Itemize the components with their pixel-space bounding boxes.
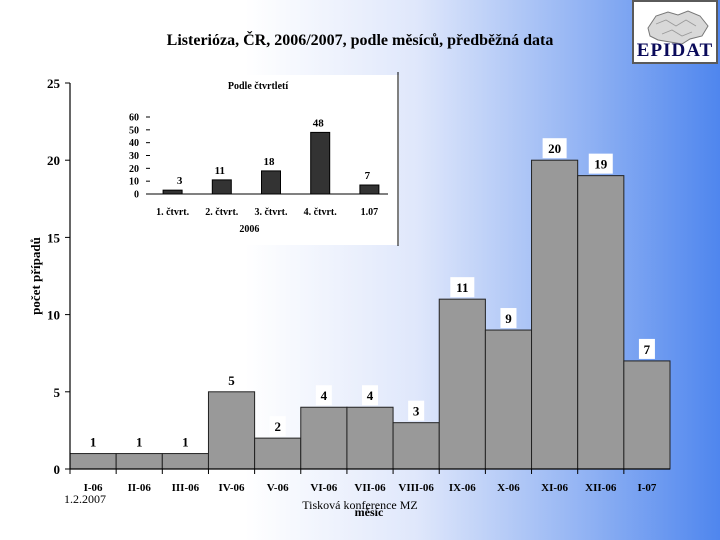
inset-data-label: 7 xyxy=(365,170,371,182)
y-tick-label: 0 xyxy=(54,462,61,477)
epidat-logo: EPIDAT xyxy=(632,0,718,64)
inset-y-tick-label: 60 xyxy=(129,113,139,124)
data-label-bg xyxy=(450,277,475,298)
bar-I-07 xyxy=(623,360,671,470)
inset-y-tick-label: 40 xyxy=(129,138,139,149)
data-label-bg xyxy=(131,431,148,452)
data-label: 1 xyxy=(136,435,143,450)
logo-text: EPIDAT xyxy=(636,40,714,61)
x-axis-title: měsíc xyxy=(355,505,384,519)
bar-IX-06 xyxy=(438,298,486,470)
data-label-bg xyxy=(408,400,425,421)
inset-bar-3 xyxy=(261,170,281,195)
data-label: 1 xyxy=(182,435,189,450)
data-label-bg xyxy=(223,369,240,390)
data-label-bg xyxy=(542,138,567,159)
x-tick-label: XI-06 xyxy=(541,482,568,494)
bar-III-06 xyxy=(161,453,209,470)
inset-data-label: 18 xyxy=(264,156,276,168)
inset-bar-2 xyxy=(211,179,232,195)
inset-data-label: 11 xyxy=(215,165,225,177)
bar-I-06 xyxy=(69,453,117,470)
x-tick-label: V-06 xyxy=(267,482,289,494)
data-label-bg xyxy=(85,431,102,452)
y-tick-label: 25 xyxy=(47,76,61,91)
y-tick-label: 5 xyxy=(54,385,61,400)
y-tick-label: 20 xyxy=(47,153,60,168)
inset-data-label: 3 xyxy=(177,175,183,187)
inset-y-tick-label: 20 xyxy=(129,164,139,175)
data-label-bg xyxy=(269,416,286,437)
inset-bar-5 xyxy=(359,184,380,195)
inset-y-tick-label: 50 xyxy=(129,125,139,136)
data-label: 20 xyxy=(548,141,561,156)
y-tick-label: 10 xyxy=(47,308,60,323)
data-label: 3 xyxy=(413,404,420,419)
footer-date: 1.2.2007 xyxy=(64,492,106,506)
x-tick-label: VI-06 xyxy=(310,482,337,494)
data-label: 11 xyxy=(456,280,468,295)
x-tick-label: X-06 xyxy=(497,482,520,494)
inset-x-tick-label: 1. čtvrt. xyxy=(156,207,190,218)
bar-VII-06 xyxy=(346,406,394,470)
inset-x-tick-label: 2. čtvrt. xyxy=(205,207,239,218)
data-label-bg xyxy=(500,308,517,329)
data-label: 19 xyxy=(594,157,608,172)
chart-title: Listerióza, ČR, 2006/2007, podle měsíců,… xyxy=(167,30,554,49)
data-label-bg xyxy=(177,431,194,452)
inset-title: Podle čtvrtletí xyxy=(228,81,288,92)
x-tick-label: IV-06 xyxy=(218,482,245,494)
x-tick-label: IX-06 xyxy=(449,482,476,494)
data-label: 2 xyxy=(274,419,281,434)
data-label: 7 xyxy=(644,342,651,357)
data-label-bg xyxy=(315,385,332,406)
data-label-bg xyxy=(362,385,378,406)
inset-group-label: 2006 xyxy=(239,224,259,235)
inset-background xyxy=(143,75,399,245)
data-label: 5 xyxy=(228,373,235,388)
data-label-bg xyxy=(638,338,655,359)
data-label: 1 xyxy=(90,435,97,450)
data-label: 4 xyxy=(367,388,374,403)
bar-XI-06 xyxy=(531,159,579,470)
x-tick-label: I-06 xyxy=(84,482,103,494)
x-tick-label: II-06 xyxy=(128,482,152,494)
data-label: 9 xyxy=(505,311,512,326)
inset-x-tick-label: 1.07 xyxy=(361,207,379,218)
bar-X-06 xyxy=(484,329,533,470)
inset-y-tick-label: 30 xyxy=(129,151,139,162)
inset-x-tick-label: 3. čtvrt. xyxy=(254,207,288,218)
x-tick-label: I-07 xyxy=(637,482,656,494)
x-tick-label: XII-06 xyxy=(585,482,617,494)
czech-map-icon xyxy=(647,10,709,45)
x-tick-label: III-06 xyxy=(172,482,200,494)
data-label-bg xyxy=(588,153,613,174)
inset-x-tick-label: 4. čtvrt. xyxy=(304,207,338,218)
y-axis-title: počet případů xyxy=(28,237,43,315)
x-tick-label: VII-06 xyxy=(354,482,386,494)
footer-conference: Tisková konference MZ xyxy=(302,498,418,512)
bar-VI-06 xyxy=(300,406,348,470)
inset-bar-4 xyxy=(310,131,331,195)
bar-V-06 xyxy=(254,437,302,470)
inset-y-tick-label: 0 xyxy=(134,190,139,201)
bar-IV-06 xyxy=(207,391,256,470)
data-label: 4 xyxy=(321,388,328,403)
inset-bar-1 xyxy=(162,189,183,195)
x-tick-label: VIII-06 xyxy=(398,482,434,494)
y-tick-label: 15 xyxy=(47,230,61,245)
bar-XII-06 xyxy=(577,175,625,470)
inset-y-tick-label: 10 xyxy=(129,177,139,188)
bar-II-06 xyxy=(115,453,163,470)
bar-VIII-06 xyxy=(392,422,440,470)
inset-data-label: 48 xyxy=(313,117,325,129)
